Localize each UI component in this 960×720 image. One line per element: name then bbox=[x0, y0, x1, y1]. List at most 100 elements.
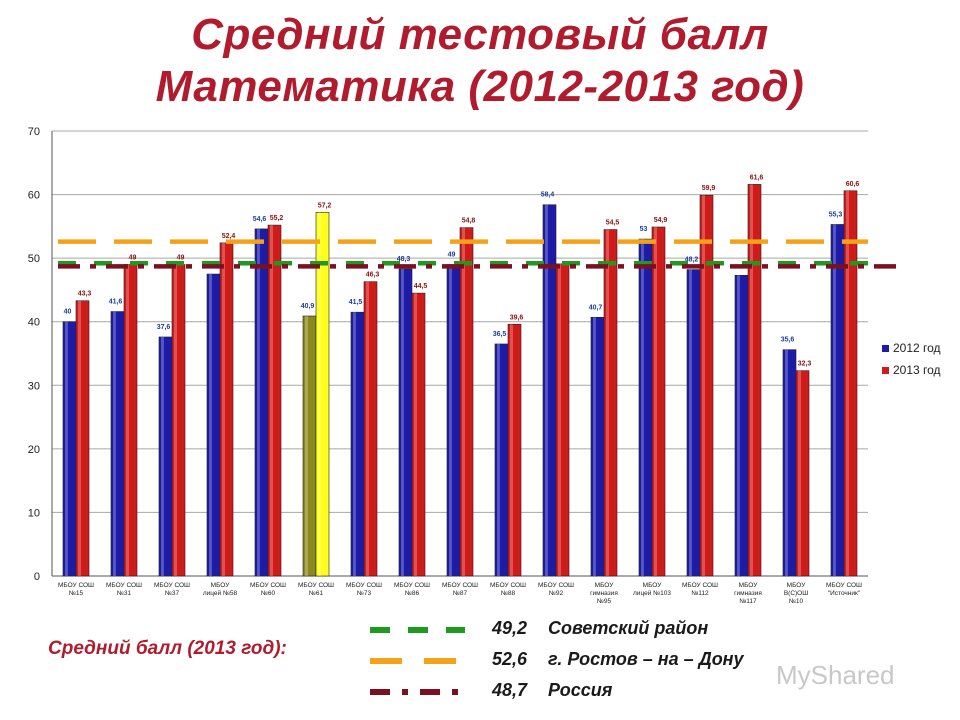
x-tick-label: МБОУ СОШ bbox=[442, 582, 478, 589]
bar-2013-highlight bbox=[606, 229, 609, 577]
bar-2012 bbox=[638, 238, 653, 577]
x-tick-label: МБОУ СОШ bbox=[538, 582, 574, 589]
y-tick-label: 70 bbox=[28, 126, 40, 138]
bar-2013-highlight bbox=[270, 225, 273, 577]
bar-2013 bbox=[363, 281, 378, 577]
legend-swatch bbox=[882, 345, 889, 352]
bar-2013 bbox=[123, 264, 138, 577]
y-tick-label: 20 bbox=[28, 444, 40, 456]
bar-2012-highlight bbox=[641, 239, 644, 577]
x-tick-label: МБОУ СОШ bbox=[682, 582, 718, 589]
average-value: 52,6 bbox=[492, 649, 528, 669]
x-tick-label: №31 bbox=[117, 590, 132, 597]
bar-2012 bbox=[302, 315, 317, 577]
x-tick-label: №15 bbox=[69, 590, 84, 597]
bar-2012 bbox=[734, 275, 749, 577]
x-tick-label: МБОУ bbox=[643, 582, 663, 589]
bar-2012-highlight bbox=[737, 275, 740, 576]
bar-2012-highlight bbox=[833, 224, 836, 576]
bar-2012-highlight bbox=[65, 321, 68, 576]
bar-2013 bbox=[795, 370, 810, 577]
watermark: MyShared bbox=[776, 660, 895, 690]
x-tick-label: №37 bbox=[165, 590, 180, 597]
bar-2013-highlight bbox=[510, 324, 513, 576]
data-label-2012: 53 bbox=[640, 226, 648, 233]
x-tick-label: №60 bbox=[261, 590, 276, 597]
x-tick-label: МБОУ СОШ bbox=[346, 582, 382, 589]
data-label-2013: 54,8 bbox=[462, 218, 476, 225]
bar-2012-highlight bbox=[785, 349, 788, 576]
x-tick-label: МБОУ СОШ bbox=[250, 582, 286, 589]
legend-label: 2012 год bbox=[893, 341, 941, 355]
x-tick-label: "Источник" bbox=[828, 590, 861, 597]
x-tick-label: МБОУ СОШ bbox=[394, 582, 430, 589]
data-label-2012: 37,6 bbox=[157, 324, 171, 331]
data-label-2013: 61,6 bbox=[750, 174, 764, 181]
bar-2013 bbox=[843, 190, 858, 577]
bar-2013-highlight bbox=[462, 227, 465, 576]
bar-2013 bbox=[411, 292, 426, 577]
bar-2012 bbox=[110, 311, 125, 577]
x-tick-label: МБОУ bbox=[787, 582, 807, 589]
data-label-2013: 52,4 bbox=[222, 233, 236, 240]
bar-2012-highlight bbox=[353, 312, 356, 576]
bar-2012-highlight bbox=[257, 228, 260, 576]
average-heading: Средний балл (2013 год): bbox=[48, 638, 287, 659]
x-tick-label: №88 bbox=[501, 590, 516, 597]
data-label-2013: 32,3 bbox=[798, 361, 812, 368]
bar-2013-highlight bbox=[702, 195, 705, 576]
y-tick-label: 50 bbox=[28, 253, 40, 265]
average-row-sovetsky: 49,2 Советский район bbox=[370, 614, 810, 644]
x-tick-label: МБОУ СОШ bbox=[490, 582, 526, 589]
average-label: г. Ростов – на – Дону bbox=[548, 649, 744, 669]
data-label-2013: 49 bbox=[129, 255, 137, 262]
data-label-2012: 48,3 bbox=[397, 256, 411, 263]
average-value: 49,2 bbox=[492, 618, 528, 638]
bar-2013-highlight bbox=[318, 212, 321, 576]
bar-2013-highlight bbox=[798, 370, 801, 576]
bar-2012 bbox=[206, 273, 221, 577]
bar-2012 bbox=[398, 268, 413, 577]
data-label-2012: 48,2 bbox=[685, 257, 699, 264]
data-label-2012: 58,4 bbox=[541, 192, 555, 199]
data-label-2013: 39,6 bbox=[510, 314, 524, 321]
data-label-2012: 40,9 bbox=[301, 303, 315, 310]
data-label-2012: 41,5 bbox=[349, 299, 363, 306]
data-label-2013: 55,2 bbox=[270, 215, 284, 222]
bar-2012-highlight bbox=[449, 264, 452, 576]
x-tick-label: МБОУ СОШ bbox=[298, 582, 334, 589]
bar-2013-highlight bbox=[366, 281, 369, 576]
chart-title-line1: Средний тестовый балл bbox=[191, 10, 769, 59]
data-label-2013: 59,9 bbox=[702, 185, 716, 192]
bar-2013 bbox=[603, 229, 618, 577]
average-label: Россия bbox=[548, 680, 613, 700]
x-tick-label: №95 bbox=[597, 598, 612, 605]
data-label-2012: 55,3 bbox=[829, 211, 843, 218]
bar-2013-highlight bbox=[846, 190, 849, 576]
bar-2013 bbox=[747, 184, 762, 577]
bar-2012 bbox=[782, 349, 797, 577]
bar-2012 bbox=[686, 269, 701, 577]
bar-2012 bbox=[542, 204, 557, 577]
x-tick-label: гимназия bbox=[734, 590, 762, 597]
average-value: 48,7 bbox=[492, 680, 528, 700]
x-tick-label: МБОУ СОШ bbox=[826, 582, 862, 589]
average-row-rostov: 52,6 г. Ростов – на – Дону bbox=[370, 645, 810, 675]
data-label-2013: 54,9 bbox=[654, 217, 668, 224]
bar-2012-highlight bbox=[689, 269, 692, 576]
x-tick-label: МБОУ СОШ bbox=[154, 582, 190, 589]
y-tick-label: 10 bbox=[28, 507, 40, 519]
legend-label: 2013 год bbox=[893, 363, 941, 377]
bar-2012-highlight bbox=[545, 204, 548, 576]
bar-2012-highlight bbox=[497, 343, 500, 576]
y-tick-label: 40 bbox=[28, 317, 40, 329]
bar-2013 bbox=[267, 224, 282, 577]
x-tick-label: №112 bbox=[691, 590, 709, 597]
orange-dash-swatch bbox=[370, 658, 460, 664]
bar-2013-highlight bbox=[558, 263, 561, 576]
data-label-2013: 54,5 bbox=[606, 220, 620, 227]
data-label-2013: 60,6 bbox=[846, 181, 860, 188]
bar-2012 bbox=[62, 321, 77, 577]
dark-red-dashdot-swatch bbox=[370, 689, 460, 695]
bar-2012 bbox=[158, 336, 173, 577]
